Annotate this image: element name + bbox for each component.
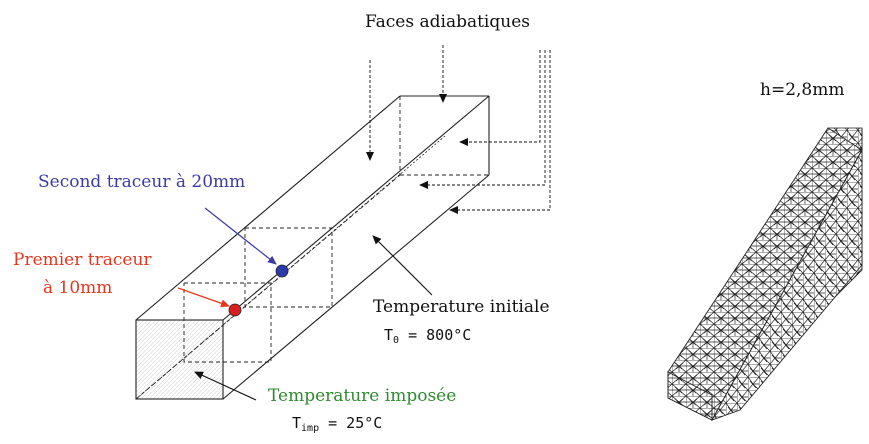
mesh-end-face-2	[667, 371, 713, 421]
imposed-temperature-value: Timp = 25°C	[292, 416, 382, 434]
adiabatic-arrow-3	[459, 50, 541, 146]
initial-temperature-label: Temperature initiale	[373, 297, 550, 317]
timp-value: = 25°C	[319, 414, 383, 432]
adiabatic-arrow-5	[449, 50, 551, 214]
imposed-temperature-face	[135, 319, 224, 400]
t0-symbol: T	[384, 326, 394, 344]
imposed-temperature-leader	[194, 371, 257, 401]
first-tracer-marker	[228, 303, 242, 317]
first-tracer-label-line1: Premier traceur	[13, 250, 152, 270]
second-tracer-marker	[275, 264, 289, 278]
mesh-bar	[667, 127, 863, 421]
imposed-temperature-label: Temperature imposée	[268, 386, 457, 406]
faces-adiabatiques-label: Faces adiabatiques	[365, 12, 530, 32]
second-tracer-leader	[204, 207, 277, 265]
bar-3d	[135, 95, 490, 400]
first-tracer-leader	[177, 287, 230, 308]
initial-temperature-value: T0 = 800°C	[384, 328, 471, 346]
first-tracer-label-line2: à 10mm	[43, 278, 113, 298]
mesh-right-face-body	[711, 148, 863, 421]
adiabatic-arrows	[366, 45, 551, 214]
timp-subscript: imp	[301, 423, 320, 434]
mesh-height-label: h=2,8mm	[760, 80, 845, 100]
second-tracer-label: Second traceur à 20mm	[38, 172, 246, 192]
section-second-tracer	[244, 227, 333, 308]
section-first-tracer	[183, 282, 272, 363]
bar-edge-top-right	[222, 95, 490, 321]
t0-subscript: 0	[393, 335, 400, 346]
t0-value: = 800°C	[399, 326, 472, 344]
initial-temperature-leader	[372, 235, 433, 296]
adiabatic-arrow-4	[419, 50, 546, 189]
timp-symbol: T	[292, 414, 302, 432]
bar-edge-top-left	[135, 95, 401, 321]
